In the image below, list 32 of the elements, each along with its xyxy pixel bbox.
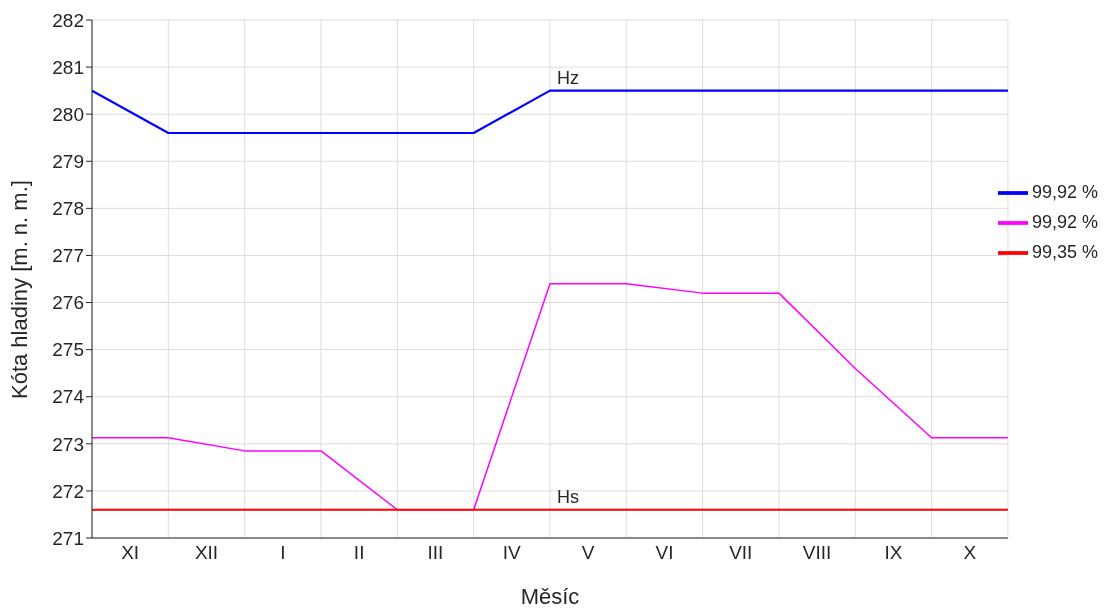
- y-tick-label: 278: [52, 198, 84, 220]
- x-tick-label: IX: [884, 542, 903, 564]
- x-tick-label: I: [280, 542, 286, 564]
- y-tick-label: 274: [52, 386, 85, 408]
- x-axis-title: Měsíc: [520, 584, 580, 609]
- y-tick-label: 280: [52, 103, 84, 125]
- y-tick-label: 271: [52, 527, 84, 549]
- x-tick-label: V: [581, 542, 595, 564]
- y-tick-label: 277: [52, 245, 84, 267]
- legend-label: 99,35 %: [1031, 241, 1098, 262]
- annotation: Hz: [556, 67, 579, 88]
- y-tick-label: 272: [52, 480, 84, 502]
- y-tick-label: 281: [52, 56, 84, 78]
- annotation: Hs: [556, 486, 579, 507]
- line-series: [92, 282, 1008, 511]
- x-tick-label: IV: [502, 542, 522, 564]
- y-tick-label: 282: [52, 9, 84, 31]
- legend-label: 99,92 %: [1031, 181, 1098, 202]
- x-tick-label: VII: [729, 542, 753, 564]
- y-tick-label: 275: [52, 339, 84, 361]
- x-tick-label: X: [963, 542, 977, 564]
- x-tick-label: XII: [194, 542, 219, 564]
- x-tick-label: VI: [655, 542, 674, 564]
- x-tick-label: II: [353, 542, 365, 564]
- x-tick-label: XI: [121, 542, 140, 564]
- x-tick-label: VIII: [802, 542, 832, 564]
- y-tick-label: 279: [52, 151, 84, 173]
- y-tick-label: 276: [52, 292, 84, 314]
- y-tick-label: 273: [52, 433, 84, 455]
- y-axis-title: Kóta hladiny [m. n. m.]: [6, 180, 32, 399]
- legend-label: 99,92 %: [1031, 211, 1098, 232]
- x-tick-label: III: [427, 542, 444, 564]
